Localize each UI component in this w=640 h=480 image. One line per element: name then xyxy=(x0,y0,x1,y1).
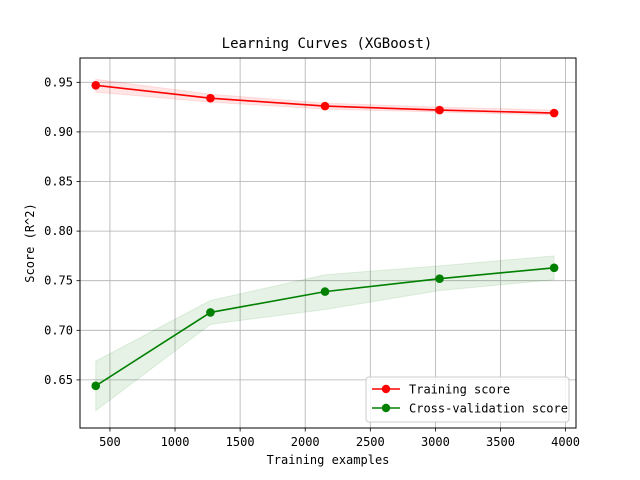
data-point-cross-validation-0 xyxy=(91,381,101,391)
legend-label-training: Training score xyxy=(409,383,510,397)
data-point-cross-validation-1 xyxy=(206,308,215,317)
grid-lines xyxy=(80,58,576,428)
y-axis-label: Score (R^2) xyxy=(23,203,37,282)
y-tick-label-4: 0.85 xyxy=(44,174,73,188)
x-axis-ticks: 500 1000 1500 2000 2500 3000 3500 4000 xyxy=(99,428,580,449)
y-tick-label-0: 0.65 xyxy=(44,373,73,387)
chart-title: Learning Curves (XGBoost) xyxy=(222,36,433,52)
x-tick-label-7: 4000 xyxy=(551,435,580,449)
data-point-training-1 xyxy=(206,93,215,103)
data-point-training-3 xyxy=(435,105,444,115)
confidence-bands xyxy=(95,78,555,412)
series-markers xyxy=(91,80,559,391)
legend-marker-training xyxy=(381,384,391,394)
legend-label-cross-validation: Cross-validation score xyxy=(409,402,568,416)
y-tick-label-2: 0.75 xyxy=(44,274,73,288)
y-axis-ticks: 0.65 0.70 0.75 0.80 0.85 0.90 0.95 xyxy=(44,75,80,387)
x-tick-label-3: 2000 xyxy=(291,435,320,449)
data-point-cross-validation-4 xyxy=(549,263,559,273)
data-point-cross-validation-3 xyxy=(435,274,444,284)
x-tick-label-6: 3500 xyxy=(486,435,515,449)
legend-box xyxy=(365,376,570,423)
data-point-cross-validation-2 xyxy=(320,287,330,296)
x-axis-label: Training examples xyxy=(267,453,390,467)
x-tick-label-5: 3000 xyxy=(421,435,450,449)
data-point-training-4 xyxy=(549,108,559,118)
x-tick-label-1: 1000 xyxy=(161,435,190,449)
y-tick-label-5: 0.90 xyxy=(44,125,73,139)
data-point-training-0 xyxy=(91,80,101,90)
y-tick-label-6: 0.95 xyxy=(44,75,73,89)
plot-area-frame xyxy=(79,57,577,429)
x-tick-label-4: 2500 xyxy=(356,435,385,449)
legend-marker-cross-validation xyxy=(381,403,391,413)
x-tick-label-0: 500 xyxy=(99,435,121,449)
legend: Training score Cross-validation score xyxy=(365,376,570,423)
data-point-training-2 xyxy=(320,101,330,111)
x-tick-label-2: 1500 xyxy=(226,435,255,449)
y-tick-label-3: 0.80 xyxy=(44,224,73,238)
y-tick-label-1: 0.70 xyxy=(44,323,73,337)
